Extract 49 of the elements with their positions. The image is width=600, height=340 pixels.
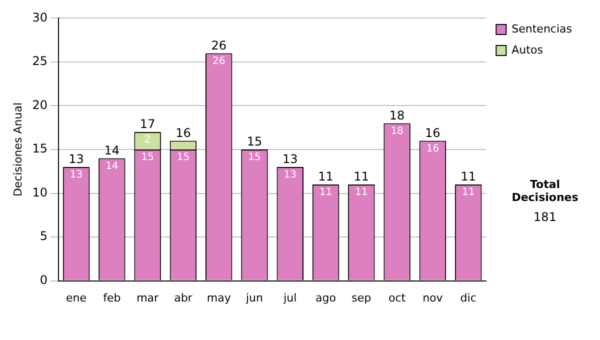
data-label: 13 (284, 170, 296, 181)
x-tick-label: nov (422, 291, 444, 304)
total-label: 26 (211, 38, 226, 52)
total-label: 16 (425, 126, 440, 140)
data-label: 15 (176, 152, 190, 164)
total-label: 11 (354, 170, 370, 184)
x-tick-label: feb (103, 291, 121, 304)
x-tick-label: may (206, 291, 232, 304)
text: 181 (532, 210, 558, 224)
data-label: 14 (106, 160, 118, 172)
total-label: 13 (68, 152, 84, 166)
x-tick-label: jun (244, 291, 264, 304)
x-tick-label: oct (388, 291, 406, 304)
y-tick-label: 30 (32, 10, 48, 24)
x-tick-label: ago (316, 291, 336, 304)
y-tick-label: 25 (32, 54, 48, 68)
x-tick-label: abr (174, 291, 193, 304)
total-label: 14 (104, 143, 120, 158)
x-tick-label: mar (136, 291, 160, 304)
legend-label: Autos (512, 43, 544, 56)
data-label: 11 (462, 187, 475, 198)
y-tick-label: 10 (32, 185, 48, 200)
x-tick-label: ene (66, 291, 87, 304)
total-label: 16 (176, 126, 191, 140)
x-tick-label: dic (460, 291, 476, 304)
data-label: 11 (355, 187, 368, 198)
total-label: 17 (140, 117, 156, 132)
y-tick-label: 15 (32, 142, 48, 156)
total-label: 11 (318, 170, 334, 184)
y-tick-label: 20 (32, 98, 48, 112)
y-tick-label: 5 (40, 229, 48, 244)
data-label: 13 (70, 170, 83, 181)
total-label: 11 (460, 170, 476, 184)
data-label: 15 (141, 152, 154, 164)
y-axis-title: Decisiones Anual (11, 102, 24, 197)
y-tick-label: 0 (40, 272, 48, 287)
total-label: 15 (246, 134, 262, 149)
data-label: 16 (426, 143, 440, 154)
data-label: 11 (319, 187, 332, 198)
x-tick-label: sep (352, 291, 372, 304)
legend-label: Sentencias (512, 22, 572, 36)
data-label: 26 (212, 56, 226, 67)
text: Total Decisiones (510, 178, 580, 204)
data-label: 18 (390, 126, 404, 137)
data-label: 15 (248, 152, 261, 164)
data-label: 2 (144, 134, 151, 146)
x-tick-label: jul (282, 291, 297, 304)
total-label: 18 (389, 108, 405, 122)
total-label: 13 (282, 152, 298, 166)
